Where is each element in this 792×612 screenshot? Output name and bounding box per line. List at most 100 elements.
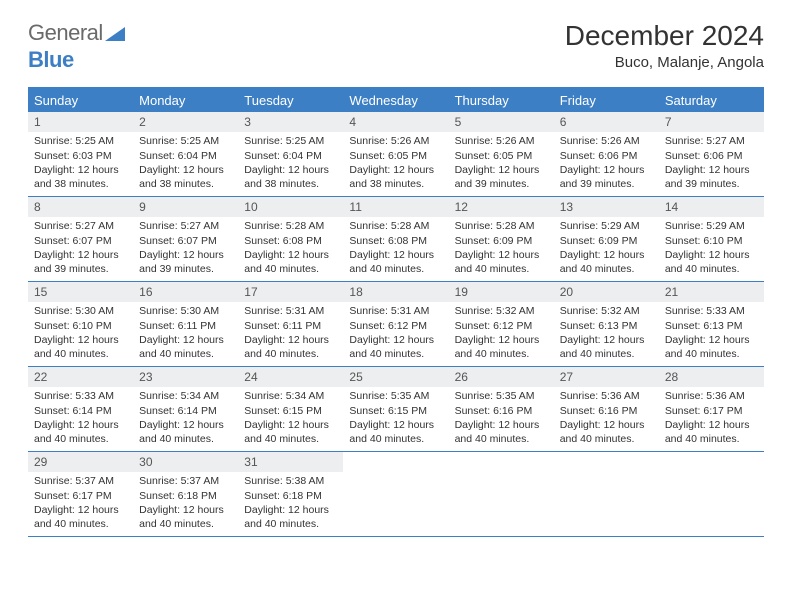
- day-number: 24: [238, 367, 343, 387]
- day-number: 6: [554, 112, 659, 132]
- logo-text: GeneralBlue: [28, 20, 125, 73]
- page-subtitle: Buco, Malanje, Angola: [565, 54, 764, 71]
- day-sunrise: Sunrise: 5:33 AM: [665, 304, 758, 318]
- day-number: 2: [133, 112, 238, 132]
- day-day1: Daylight: 12 hours: [139, 418, 232, 432]
- day-day2: and 38 minutes.: [34, 177, 127, 191]
- day-sunset: Sunset: 6:15 PM: [349, 404, 442, 418]
- day-day1: Daylight: 12 hours: [455, 163, 548, 177]
- day-sunset: Sunset: 6:07 PM: [139, 234, 232, 248]
- day-body: Sunrise: 5:38 AMSunset: 6:18 PMDaylight:…: [238, 474, 343, 531]
- day-sunset: Sunset: 6:18 PM: [244, 489, 337, 503]
- day-body: Sunrise: 5:36 AMSunset: 6:16 PMDaylight:…: [554, 389, 659, 446]
- day-sunrise: Sunrise: 5:30 AM: [34, 304, 127, 318]
- day-cell: [554, 452, 659, 536]
- day-day1: Daylight: 12 hours: [560, 418, 653, 432]
- day-cell: 17Sunrise: 5:31 AMSunset: 6:11 PMDayligh…: [238, 282, 343, 366]
- day-sunrise: Sunrise: 5:26 AM: [560, 134, 653, 148]
- day-body: Sunrise: 5:34 AMSunset: 6:15 PMDaylight:…: [238, 389, 343, 446]
- day-day1: Daylight: 12 hours: [665, 418, 758, 432]
- day-body: Sunrise: 5:27 AMSunset: 6:07 PMDaylight:…: [28, 219, 133, 276]
- day-day2: and 40 minutes.: [244, 262, 337, 276]
- day-sunrise: Sunrise: 5:26 AM: [455, 134, 548, 148]
- week-row: 1Sunrise: 5:25 AMSunset: 6:03 PMDaylight…: [28, 112, 764, 197]
- day-body: Sunrise: 5:27 AMSunset: 6:06 PMDaylight:…: [659, 134, 764, 191]
- day-body: Sunrise: 5:27 AMSunset: 6:07 PMDaylight:…: [133, 219, 238, 276]
- day-body: Sunrise: 5:33 AMSunset: 6:13 PMDaylight:…: [659, 304, 764, 361]
- day-sunset: Sunset: 6:17 PM: [665, 404, 758, 418]
- day-number: 7: [659, 112, 764, 132]
- day-sunrise: Sunrise: 5:28 AM: [455, 219, 548, 233]
- page: GeneralBlue December 2024 Buco, Malanje,…: [0, 0, 792, 557]
- day-day2: and 40 minutes.: [665, 347, 758, 361]
- day-day2: and 40 minutes.: [455, 262, 548, 276]
- day-sunset: Sunset: 6:08 PM: [244, 234, 337, 248]
- day-day1: Daylight: 12 hours: [560, 163, 653, 177]
- day-body: Sunrise: 5:30 AMSunset: 6:10 PMDaylight:…: [28, 304, 133, 361]
- day-sunrise: Sunrise: 5:34 AM: [139, 389, 232, 403]
- day-sunrise: Sunrise: 5:28 AM: [244, 219, 337, 233]
- day-body: Sunrise: 5:28 AMSunset: 6:09 PMDaylight:…: [449, 219, 554, 276]
- day-body: Sunrise: 5:32 AMSunset: 6:12 PMDaylight:…: [449, 304, 554, 361]
- day-day2: and 40 minutes.: [244, 432, 337, 446]
- day-number: 19: [449, 282, 554, 302]
- day-sunrise: Sunrise: 5:25 AM: [244, 134, 337, 148]
- day-day2: and 40 minutes.: [349, 347, 442, 361]
- day-day1: Daylight: 12 hours: [455, 248, 548, 262]
- day-day1: Daylight: 12 hours: [139, 503, 232, 517]
- day-body: Sunrise: 5:26 AMSunset: 6:05 PMDaylight:…: [449, 134, 554, 191]
- day-day2: and 38 minutes.: [139, 177, 232, 191]
- logo: GeneralBlue: [28, 20, 125, 73]
- day-cell: [343, 452, 448, 536]
- day-number: 8: [28, 197, 133, 217]
- day-body: Sunrise: 5:35 AMSunset: 6:15 PMDaylight:…: [343, 389, 448, 446]
- day-day1: Daylight: 12 hours: [560, 248, 653, 262]
- day-sunrise: Sunrise: 5:34 AM: [244, 389, 337, 403]
- day-number: 15: [28, 282, 133, 302]
- day-body: Sunrise: 5:31 AMSunset: 6:11 PMDaylight:…: [238, 304, 343, 361]
- day-sunset: Sunset: 6:05 PM: [349, 149, 442, 163]
- day-number: 23: [133, 367, 238, 387]
- day-cell: 3Sunrise: 5:25 AMSunset: 6:04 PMDaylight…: [238, 112, 343, 196]
- day-number: 12: [449, 197, 554, 217]
- day-day1: Daylight: 12 hours: [34, 503, 127, 517]
- day-number: 3: [238, 112, 343, 132]
- day-body: Sunrise: 5:35 AMSunset: 6:16 PMDaylight:…: [449, 389, 554, 446]
- page-title: December 2024: [565, 20, 764, 52]
- day-day1: Daylight: 12 hours: [349, 163, 442, 177]
- day-sunset: Sunset: 6:13 PM: [560, 319, 653, 333]
- day-cell: 20Sunrise: 5:32 AMSunset: 6:13 PMDayligh…: [554, 282, 659, 366]
- day-day2: and 39 minutes.: [34, 262, 127, 276]
- day-number: 26: [449, 367, 554, 387]
- day-cell: 4Sunrise: 5:26 AMSunset: 6:05 PMDaylight…: [343, 112, 448, 196]
- day-cell: 10Sunrise: 5:28 AMSunset: 6:08 PMDayligh…: [238, 197, 343, 281]
- day-number: 25: [343, 367, 448, 387]
- day-day2: and 40 minutes.: [34, 347, 127, 361]
- logo-word-1: General: [28, 20, 103, 45]
- day-body: Sunrise: 5:25 AMSunset: 6:04 PMDaylight:…: [238, 134, 343, 191]
- header: GeneralBlue December 2024 Buco, Malanje,…: [28, 20, 764, 73]
- day-day2: and 40 minutes.: [139, 517, 232, 531]
- day-sunset: Sunset: 6:10 PM: [665, 234, 758, 248]
- day-cell: 27Sunrise: 5:36 AMSunset: 6:16 PMDayligh…: [554, 367, 659, 451]
- day-sunset: Sunset: 6:08 PM: [349, 234, 442, 248]
- day-number: 13: [554, 197, 659, 217]
- day-body: Sunrise: 5:26 AMSunset: 6:05 PMDaylight:…: [343, 134, 448, 191]
- day-day1: Daylight: 12 hours: [349, 333, 442, 347]
- day-sunrise: Sunrise: 5:37 AM: [139, 474, 232, 488]
- weeks-container: 1Sunrise: 5:25 AMSunset: 6:03 PMDaylight…: [28, 112, 764, 537]
- day-of-week-cell: Thursday: [449, 89, 554, 112]
- day-body: Sunrise: 5:29 AMSunset: 6:10 PMDaylight:…: [659, 219, 764, 276]
- day-body: Sunrise: 5:37 AMSunset: 6:18 PMDaylight:…: [133, 474, 238, 531]
- day-sunset: Sunset: 6:10 PM: [34, 319, 127, 333]
- day-number: 29: [28, 452, 133, 472]
- day-day1: Daylight: 12 hours: [665, 163, 758, 177]
- day-cell: 23Sunrise: 5:34 AMSunset: 6:14 PMDayligh…: [133, 367, 238, 451]
- day-sunrise: Sunrise: 5:37 AM: [34, 474, 127, 488]
- day-cell: 29Sunrise: 5:37 AMSunset: 6:17 PMDayligh…: [28, 452, 133, 536]
- day-day1: Daylight: 12 hours: [349, 418, 442, 432]
- day-body: Sunrise: 5:30 AMSunset: 6:11 PMDaylight:…: [133, 304, 238, 361]
- day-sunrise: Sunrise: 5:25 AM: [139, 134, 232, 148]
- day-sunrise: Sunrise: 5:32 AM: [560, 304, 653, 318]
- day-day1: Daylight: 12 hours: [34, 333, 127, 347]
